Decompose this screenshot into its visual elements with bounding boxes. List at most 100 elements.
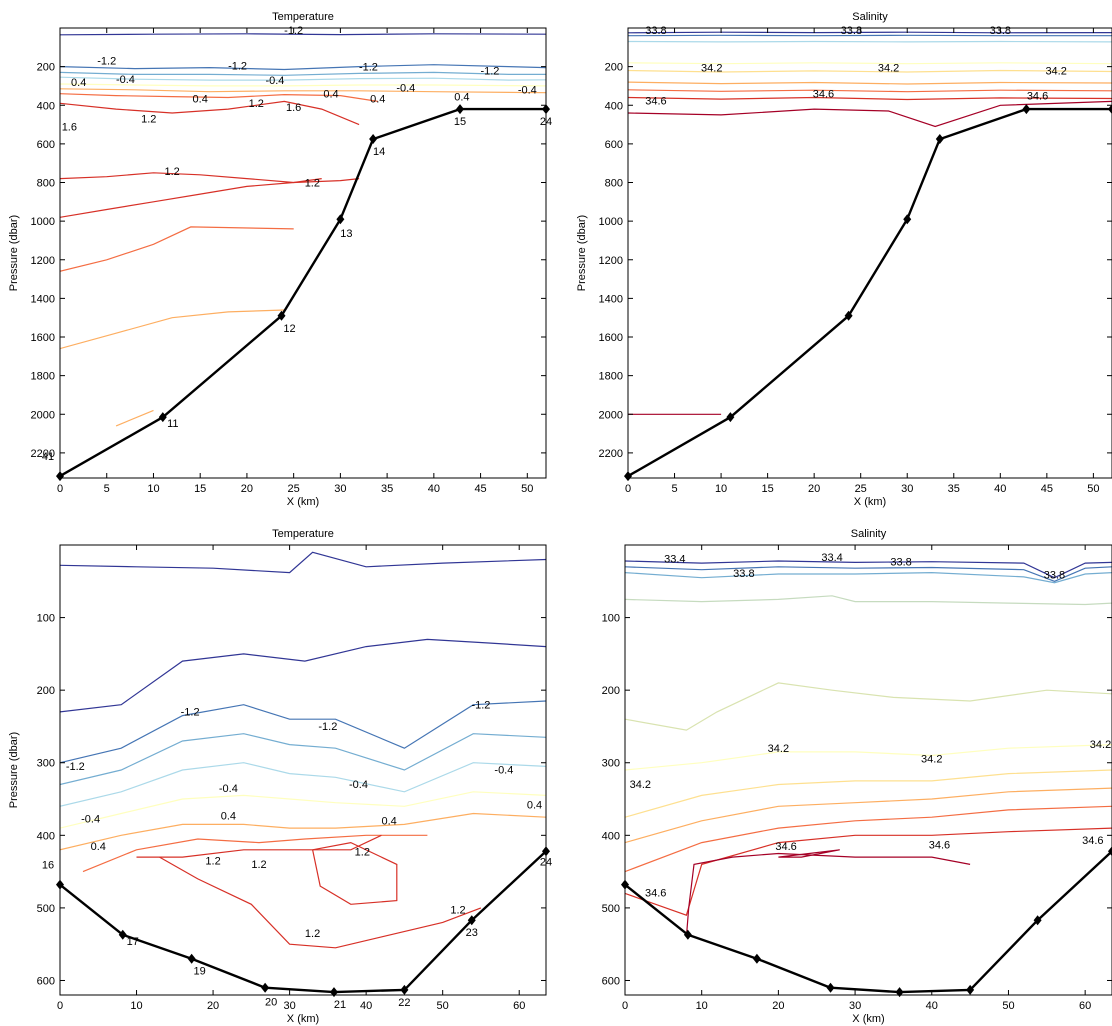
y-tick-label: 500 (602, 903, 620, 915)
station-marker (726, 412, 735, 423)
station-marker (1108, 104, 1112, 115)
contour-label: -0.4 (494, 765, 513, 777)
contour-label: -0.4 (396, 83, 415, 95)
station-marker (400, 984, 409, 995)
contour-line (60, 178, 322, 218)
contour-line (60, 83, 546, 87)
contour-label: 34.2 (701, 62, 722, 74)
station-label: 22 (398, 997, 410, 1009)
contour-line (60, 88, 546, 94)
y-tick-label: 300 (37, 758, 55, 770)
station-label: 21 (334, 999, 346, 1011)
contour-label: -0.4 (81, 813, 100, 825)
y-axis-label: Pressure (dbar) (8, 215, 20, 291)
contour-line (60, 551, 546, 574)
y-tick-label: 2000 (599, 409, 623, 421)
y-tick-label: 600 (37, 975, 55, 987)
station-label: 16 (42, 860, 54, 872)
contour-line (82, 834, 428, 873)
station-marker (826, 982, 835, 993)
x-tick-label: 0 (57, 1000, 63, 1012)
x-tick-label: 40 (360, 1000, 372, 1012)
station-marker (1033, 915, 1042, 926)
contour-label: 33.8 (733, 568, 754, 580)
contour-line (628, 89, 1112, 93)
y-axis-label: Pressure (dbar) (8, 732, 20, 808)
contour-line (625, 682, 1112, 731)
x-tick-label: 25 (855, 483, 867, 495)
contour-label: 34.6 (775, 841, 796, 853)
contour-label: 1.2 (450, 905, 465, 917)
station-marker (456, 104, 465, 115)
x-tick-label: 15 (761, 483, 773, 495)
section-line (59, 107, 546, 478)
station-label: 15 (454, 116, 466, 128)
y-tick-label: 1400 (31, 293, 55, 305)
y-tick-label: 100 (37, 613, 55, 625)
y-axis-label: Pressure (dbar) (576, 215, 588, 291)
station-marker (336, 214, 345, 225)
x-tick-label: 60 (513, 1000, 525, 1012)
section-line (624, 850, 1112, 994)
contour-line (625, 560, 1112, 579)
contour-label: -1.2 (318, 721, 337, 733)
station-label: 41 (42, 451, 54, 463)
y-tick-label: 200 (37, 62, 55, 74)
contour-line (625, 805, 1112, 873)
contour-line (625, 566, 1112, 582)
station-marker (118, 929, 127, 940)
contour-label: -1.2 (97, 56, 116, 68)
contour-label: 1.6 (62, 121, 77, 133)
y-tick-label: 400 (602, 830, 620, 842)
x-tick-label: 40 (926, 1000, 938, 1012)
y-tick-label: 400 (37, 100, 55, 112)
contour-line (60, 76, 546, 81)
contour-label: 34.2 (1045, 65, 1066, 77)
contour-label: 0.4 (91, 841, 106, 853)
x-tick-label: 60 (1079, 1000, 1091, 1012)
station-marker (467, 915, 476, 926)
x-axis-label: X (km) (287, 1013, 319, 1025)
y-tick-label: 200 (605, 62, 623, 74)
contour-line (625, 571, 1112, 584)
x-tick-label: 50 (521, 483, 533, 495)
x-tick-label: 50 (437, 1000, 449, 1012)
station-marker (752, 953, 761, 964)
contour-label: -0.4 (265, 75, 284, 87)
y-tick-label: 600 (37, 139, 55, 151)
contour-label: 34.6 (645, 95, 666, 107)
contour-label: 0.4 (370, 93, 385, 105)
contour-line (60, 812, 546, 851)
contour-line (60, 791, 546, 829)
contour-label: 34.2 (921, 754, 942, 766)
contour-label: 0.4 (381, 815, 396, 827)
contour-label: 33.8 (841, 25, 862, 37)
contour-label: -0.4 (116, 74, 135, 86)
contour-label: -1.2 (480, 65, 499, 77)
x-axis-label: X (km) (852, 1013, 884, 1025)
x-tick-label: 10 (696, 1000, 708, 1012)
y-tick-label: 1800 (31, 371, 55, 383)
contour-label: 1.2 (141, 114, 156, 126)
contour-line (60, 64, 546, 71)
contour-label: 33.8 (645, 25, 666, 37)
plot-frame (59, 544, 547, 996)
x-tick-label: 10 (130, 1000, 142, 1012)
contour-label: 1.2 (249, 98, 264, 110)
y-tick-label: 1200 (31, 255, 55, 267)
station-marker (935, 134, 944, 145)
contour-line (60, 71, 546, 76)
contour-line (60, 172, 360, 184)
contour-label: 0.4 (71, 77, 86, 89)
contour-lines (60, 551, 546, 949)
contour-label: 34.2 (630, 779, 651, 791)
x-tick-label: 0 (622, 1000, 628, 1012)
x-tick-label: 10 (147, 483, 159, 495)
y-tick-label: 2200 (599, 448, 623, 460)
contour-label: 0.4 (527, 799, 542, 811)
x-tick-label: 30 (283, 1000, 295, 1012)
x-tick-label: 40 (428, 483, 440, 495)
y-tick-label: 200 (37, 685, 55, 697)
station-label: 11 (167, 418, 178, 430)
x-tick-label: 50 (1087, 483, 1099, 495)
